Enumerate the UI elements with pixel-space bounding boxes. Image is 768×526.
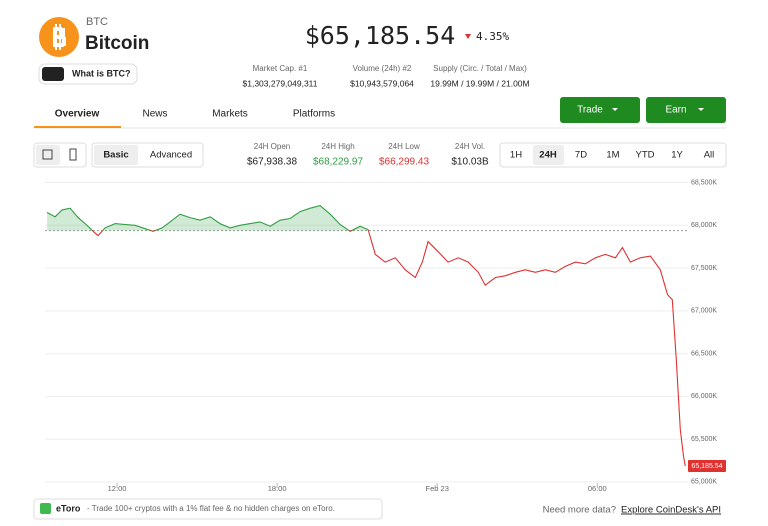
range[interactable]: 24H — [539, 150, 557, 161]
coin-name: Bitcoin — [85, 33, 149, 54]
ad-box — [33, 498, 383, 520]
x-tick-label: Feb 23 — [426, 484, 449, 493]
stat-value: 19.99M / 19.99M / 21.00M — [430, 78, 529, 88]
button-label[interactable]: Earn — [665, 105, 686, 116]
area — [47, 205, 686, 231]
y-tick-label: 66,500K — [691, 350, 717, 357]
ad-text: - Trade 100+ cryptos with a 1% flat fee … — [87, 504, 335, 513]
day-stat-value: $68,229.97 — [313, 157, 363, 168]
x-tick-label: 12:00 — [108, 484, 127, 493]
caret — [612, 108, 618, 111]
selected-icon — [36, 145, 60, 165]
caret — [698, 108, 704, 111]
symbol: BTC — [86, 16, 108, 28]
stat-value: $1,303,279,049,311 — [243, 78, 318, 88]
price: $65,185.54 — [305, 21, 456, 50]
more-data: Need more data? — [543, 505, 616, 516]
icon — [42, 67, 64, 81]
button[interactable] — [646, 97, 726, 123]
logo-glyph — [53, 24, 66, 50]
day-stat-value: $67,938.38 — [247, 157, 297, 168]
day-stat-label: 24H High — [321, 142, 354, 151]
stat-label: Supply (Circ. / Total / Max) — [433, 64, 527, 73]
button-label[interactable]: Trade — [577, 105, 603, 116]
range[interactable]: YTD — [636, 150, 655, 161]
tab[interactable]: Platforms — [293, 109, 335, 120]
y-tick-label: 68,000K — [691, 222, 717, 229]
selected-range — [533, 145, 564, 165]
api-link[interactable]: Explore CoinDesk's API — [621, 505, 721, 516]
y-tick-label: 67,500K — [691, 265, 717, 272]
day-stat-label: 24H Low — [388, 142, 420, 151]
price-tag: 65,185.54 — [691, 463, 722, 470]
tab[interactable]: Overview — [55, 109, 100, 120]
icon — [69, 148, 77, 161]
range[interactable]: 1H — [510, 150, 522, 161]
y-tick-label: 65,500K — [691, 436, 717, 443]
range[interactable]: 1Y — [671, 150, 683, 161]
y-tick-label: 67,000K — [691, 308, 717, 315]
stat-value: $10,943,579,064 — [350, 78, 414, 88]
day-stat-label: 24H Open — [254, 142, 290, 151]
down-arrow — [465, 34, 471, 39]
day-stat-label: 24H Vol. — [455, 142, 485, 151]
stat-label: Market Cap. #1 — [253, 64, 308, 73]
mode[interactable]: Basic — [103, 150, 128, 161]
range[interactable]: 1M — [606, 150, 619, 161]
button[interactable] — [560, 97, 640, 123]
selected-mode — [94, 145, 138, 165]
x-tick-label: 18:00 — [268, 484, 287, 493]
stat-label: Volume (24h) #2 — [353, 64, 412, 73]
icon — [42, 149, 53, 160]
ad-brand: eToro — [56, 503, 81, 513]
mode[interactable]: Advanced — [150, 150, 192, 161]
price-tag-bg — [688, 460, 726, 473]
x-tick-label: 06:00 — [588, 484, 607, 493]
y-tick-label: 66,000K — [691, 393, 717, 400]
price-line — [46, 204, 686, 467]
change: 4.35% — [476, 30, 509, 43]
what-is-label[interactable]: What is BTC? — [72, 68, 131, 78]
y-tick-label: 65,000K — [691, 479, 717, 486]
day-stat-value: $66,299.43 — [379, 157, 429, 168]
day-stat-value: $10.03B — [451, 157, 489, 168]
tab[interactable]: News — [142, 109, 167, 120]
range[interactable]: All — [704, 150, 715, 161]
ad-icon — [40, 503, 51, 514]
y-tick-label: 68,500K — [691, 179, 717, 186]
range[interactable]: 7D — [575, 150, 587, 161]
tab[interactable]: Markets — [212, 109, 248, 120]
